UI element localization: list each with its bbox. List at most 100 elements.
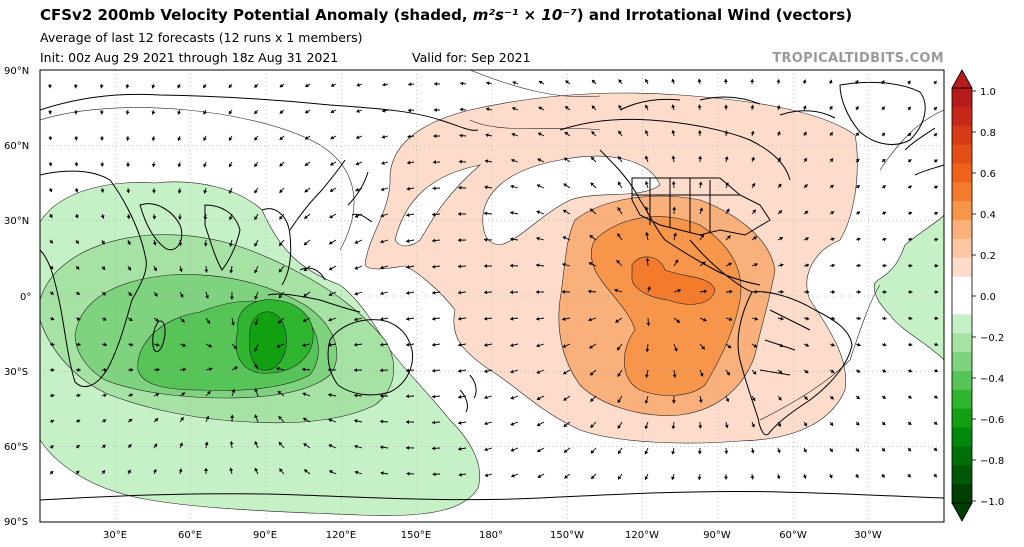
lon-label: 150°E xyxy=(401,530,431,541)
wind-vector xyxy=(933,185,939,190)
wind-vector xyxy=(776,105,781,111)
wind-vector-head xyxy=(330,83,335,87)
colorbar-tick-label: 0.6 xyxy=(980,169,996,180)
wind-vector-head xyxy=(458,159,463,164)
wind-vector xyxy=(699,317,707,322)
wind-vector xyxy=(380,317,389,321)
wind-vector xyxy=(278,213,285,220)
wind-vector xyxy=(276,343,285,348)
wind-vector-head xyxy=(100,189,105,193)
wind-vector-head xyxy=(433,107,437,112)
wind-vector-head xyxy=(673,232,678,237)
wind-vector-head xyxy=(802,105,807,110)
wind-vector xyxy=(645,257,650,267)
wind-vector xyxy=(231,366,238,371)
wind-vector-head xyxy=(617,346,621,351)
wind-vector xyxy=(510,210,519,215)
wind-vector-head xyxy=(74,137,79,141)
wind-vector-head xyxy=(536,343,540,348)
wind-vector-head xyxy=(380,393,384,398)
wind-vector xyxy=(73,83,78,89)
wind-vector xyxy=(618,130,623,137)
wind-vector-head xyxy=(406,420,410,425)
wind-vector xyxy=(725,262,733,267)
wind-vector xyxy=(881,290,887,295)
wind-vector xyxy=(829,447,833,453)
wind-vector-head xyxy=(51,342,55,347)
wind-vector xyxy=(907,447,912,452)
wind-vector-head xyxy=(750,476,755,480)
wind-vector xyxy=(803,263,810,268)
wind-vector xyxy=(126,187,131,194)
wind-vector-head xyxy=(617,207,621,211)
wind-vector-head xyxy=(725,398,730,402)
wind-vector xyxy=(380,187,389,192)
lon-label: 150°W xyxy=(550,530,584,541)
wind-vector xyxy=(671,447,676,455)
wind-vector-head xyxy=(590,208,594,213)
wind-vector-head xyxy=(588,262,593,266)
wind-vector xyxy=(563,395,571,401)
wind-vector-head xyxy=(536,236,540,241)
wind-vector xyxy=(302,317,311,323)
wind-vector xyxy=(177,135,182,141)
wind-vector xyxy=(431,420,441,425)
wind-vector xyxy=(751,263,758,267)
wind-vector xyxy=(829,263,836,268)
wind-vector xyxy=(354,419,363,423)
wind-vector xyxy=(125,161,130,167)
wind-vector xyxy=(829,131,834,137)
wind-vector xyxy=(855,237,861,242)
wind-vector xyxy=(458,342,467,347)
wind-vector-head xyxy=(671,78,676,83)
lat-label: 90°N xyxy=(4,66,29,77)
wind-vector xyxy=(354,342,363,347)
wind-vector-head xyxy=(254,347,258,352)
wind-vector xyxy=(536,369,545,374)
wind-vector xyxy=(253,161,259,168)
wind-vector xyxy=(563,183,571,189)
wind-vector-head xyxy=(278,294,283,299)
wind-vector xyxy=(458,472,467,477)
wind-vector-head xyxy=(857,237,861,242)
wind-vector-head xyxy=(725,208,730,213)
wind-vector xyxy=(231,343,238,350)
wind-vector-head xyxy=(677,288,681,293)
wind-vector-head xyxy=(203,84,207,89)
wind-vector-head xyxy=(699,372,704,377)
wind-vector xyxy=(590,395,597,403)
wind-vector xyxy=(881,132,886,137)
wind-vector-head xyxy=(907,473,911,478)
wind-vector xyxy=(254,363,259,371)
wind-vector-head xyxy=(74,163,79,167)
wind-vector xyxy=(434,81,441,86)
wind-vector xyxy=(406,239,415,243)
wind-vector-head xyxy=(49,239,53,244)
wind-vector xyxy=(153,443,158,449)
wind-vector xyxy=(724,447,729,454)
lon-label: 180° xyxy=(479,530,503,541)
wind-vector-head xyxy=(855,132,859,137)
wind-vector-head xyxy=(354,240,359,244)
wind-vector-head xyxy=(699,207,704,212)
wind-vector-head xyxy=(76,445,80,449)
wind-vector xyxy=(588,262,597,267)
wind-vector-head xyxy=(779,263,784,268)
wind-vector xyxy=(751,316,759,321)
wind-vector-head xyxy=(101,470,105,474)
wind-vector-head xyxy=(697,476,702,480)
wind-vector-head xyxy=(645,79,649,83)
wind-vector xyxy=(178,468,183,475)
wind-vector-head xyxy=(279,215,283,220)
wind-vector-head xyxy=(855,421,860,426)
wind-vector xyxy=(75,239,79,245)
wind-vector-head xyxy=(776,475,781,480)
wind-vector xyxy=(303,291,311,298)
wind-vector xyxy=(328,393,337,397)
wind-vector xyxy=(203,135,207,141)
wind-vector-head xyxy=(125,137,130,141)
wind-vector xyxy=(855,369,861,373)
wind-vector-head xyxy=(329,214,334,219)
wind-vector xyxy=(328,418,337,423)
wind-vector-head xyxy=(725,182,729,186)
